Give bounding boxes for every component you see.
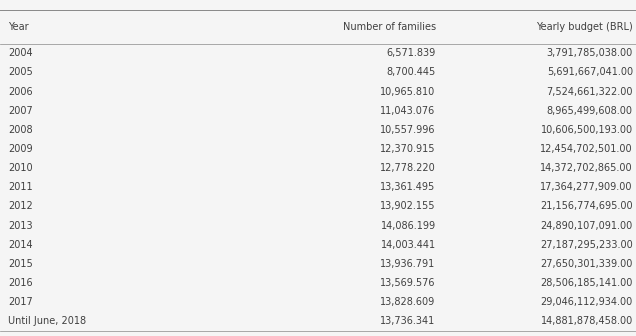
Text: 27,187,295,233.00: 27,187,295,233.00	[540, 240, 633, 250]
Text: 27,650,301,339.00: 27,650,301,339.00	[541, 259, 633, 269]
Text: 17,364,277,909.00: 17,364,277,909.00	[541, 182, 633, 192]
Text: Yearly budget (BRL): Yearly budget (BRL)	[536, 22, 633, 32]
Text: 14,086.199: 14,086.199	[380, 221, 436, 230]
Text: 2012: 2012	[8, 202, 33, 211]
Text: 10,606,500,193.00: 10,606,500,193.00	[541, 125, 633, 135]
Text: 2009: 2009	[8, 144, 33, 154]
Text: 3,791,785,038.00: 3,791,785,038.00	[546, 48, 633, 58]
Text: 14,003.441: 14,003.441	[380, 240, 436, 250]
Text: 10,965.810: 10,965.810	[380, 87, 436, 96]
Text: Year: Year	[8, 22, 29, 32]
Text: 8,965,499,608.00: 8,965,499,608.00	[547, 106, 633, 116]
Text: 7,524,661,322.00: 7,524,661,322.00	[546, 87, 633, 96]
Text: 13,936.791: 13,936.791	[380, 259, 436, 269]
Text: 2007: 2007	[8, 106, 33, 116]
Text: 2011: 2011	[8, 182, 33, 192]
Text: 2014: 2014	[8, 240, 33, 250]
Text: 2004: 2004	[8, 48, 33, 58]
Text: 13,902.155: 13,902.155	[380, 202, 436, 211]
Text: 12,778.220: 12,778.220	[380, 163, 436, 173]
Text: 14,372,702,865.00: 14,372,702,865.00	[540, 163, 633, 173]
Text: 10,557.996: 10,557.996	[380, 125, 436, 135]
Text: 2008: 2008	[8, 125, 33, 135]
Text: Number of families: Number of families	[343, 22, 436, 32]
Text: 12,370.915: 12,370.915	[380, 144, 436, 154]
Text: 28,506,185,141.00: 28,506,185,141.00	[541, 278, 633, 288]
Text: 24,890,107,091.00: 24,890,107,091.00	[541, 221, 633, 230]
Text: 2015: 2015	[8, 259, 33, 269]
Text: 6,571.839: 6,571.839	[387, 48, 436, 58]
Text: 2013: 2013	[8, 221, 33, 230]
Text: 2010: 2010	[8, 163, 33, 173]
Text: 12,454,702,501.00: 12,454,702,501.00	[540, 144, 633, 154]
Text: 29,046,112,934.00: 29,046,112,934.00	[541, 297, 633, 307]
Text: 2017: 2017	[8, 297, 33, 307]
Text: 14,881,878,458.00: 14,881,878,458.00	[541, 317, 633, 326]
Text: Until June, 2018: Until June, 2018	[8, 317, 86, 326]
Text: 5,691,667,041.00: 5,691,667,041.00	[547, 68, 633, 77]
Text: 2005: 2005	[8, 68, 33, 77]
Text: 13,361.495: 13,361.495	[380, 182, 436, 192]
Text: 13,569.576: 13,569.576	[380, 278, 436, 288]
Text: 2006: 2006	[8, 87, 33, 96]
Text: 8,700.445: 8,700.445	[387, 68, 436, 77]
Text: 13,828.609: 13,828.609	[380, 297, 436, 307]
Text: 21,156,774,695.00: 21,156,774,695.00	[540, 202, 633, 211]
Text: 11,043.076: 11,043.076	[380, 106, 436, 116]
Text: 2016: 2016	[8, 278, 33, 288]
Text: 13,736.341: 13,736.341	[380, 317, 436, 326]
